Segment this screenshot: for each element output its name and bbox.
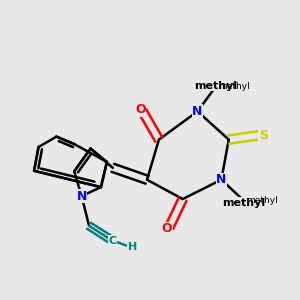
Text: methyl: methyl <box>194 80 237 91</box>
Text: methyl: methyl <box>218 82 250 91</box>
Text: O: O <box>135 103 146 116</box>
Text: S: S <box>259 129 268 142</box>
Text: N: N <box>76 190 87 202</box>
Text: O: O <box>162 222 172 235</box>
Text: H: H <box>128 242 137 252</box>
Text: C: C <box>109 236 117 246</box>
Text: N: N <box>216 173 226 186</box>
Text: methyl: methyl <box>246 196 278 205</box>
Text: N: N <box>192 105 203 118</box>
Text: methyl: methyl <box>222 198 265 208</box>
